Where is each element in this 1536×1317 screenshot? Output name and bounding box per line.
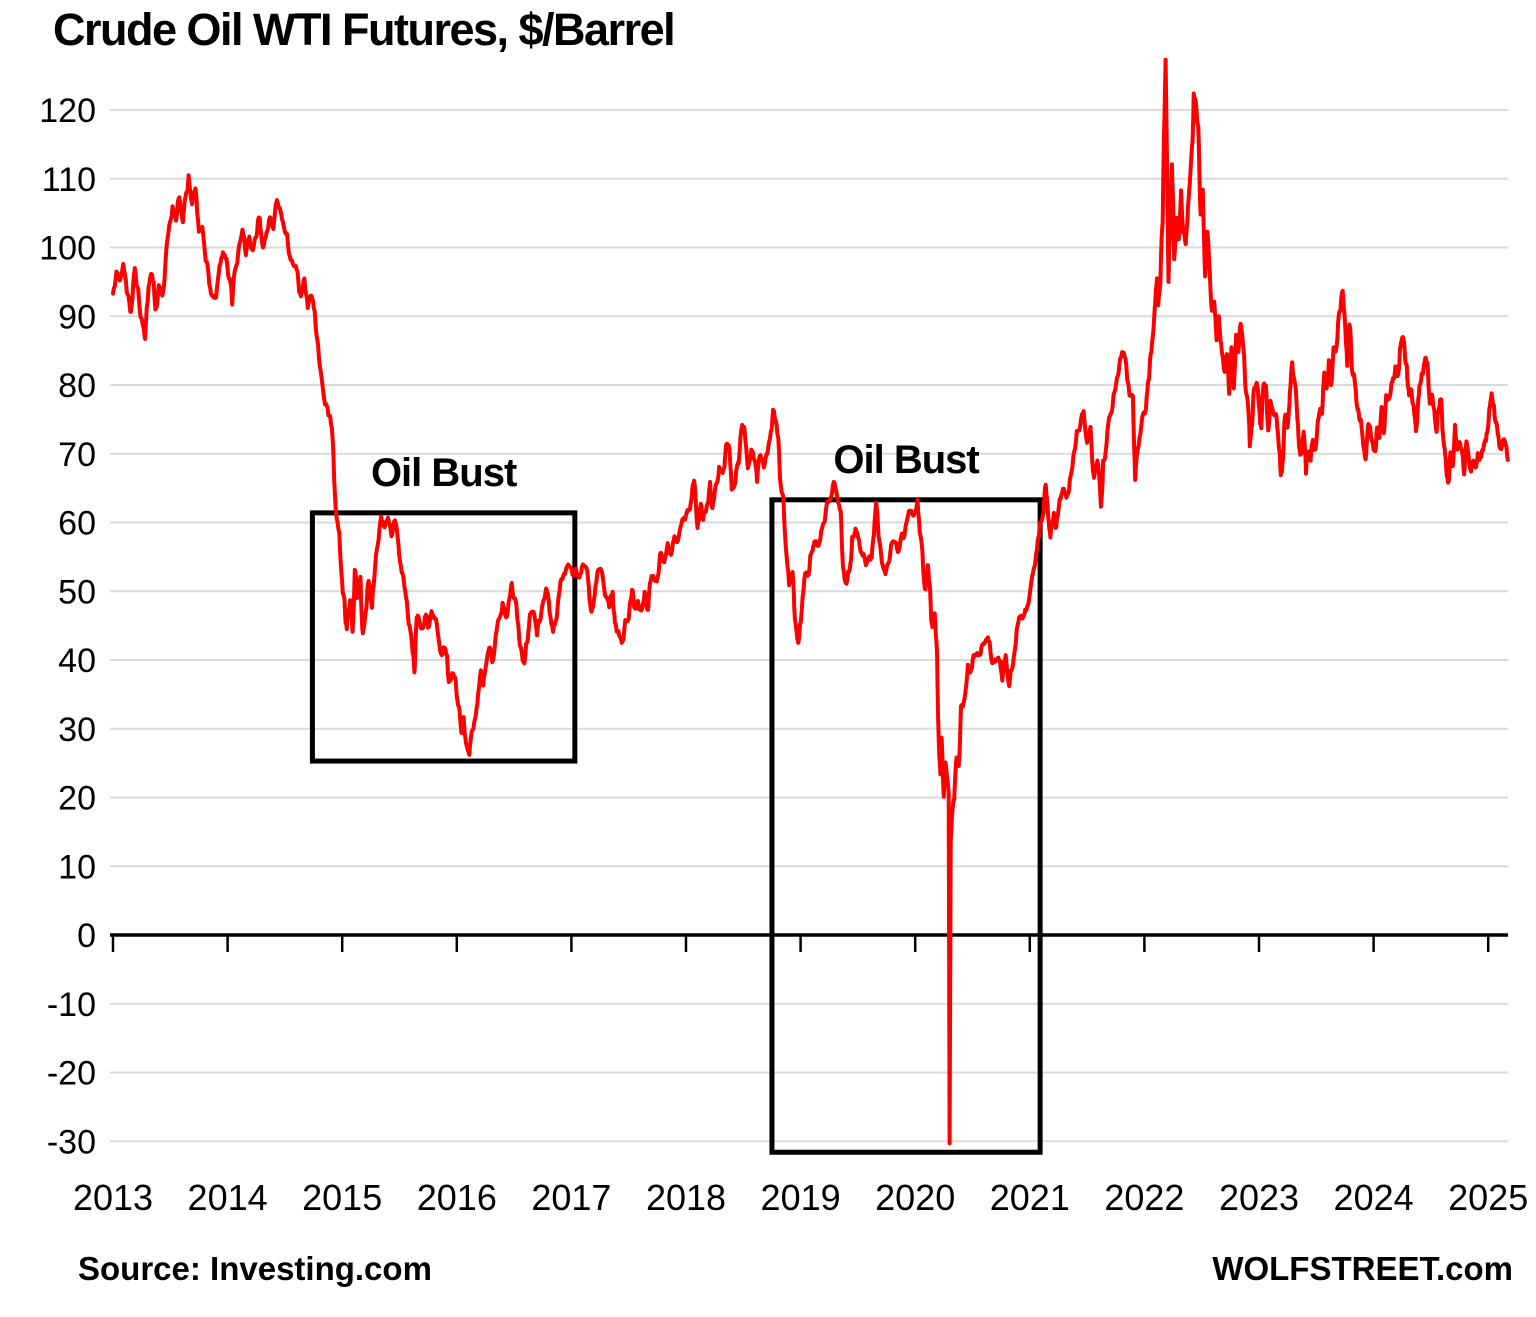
- y-tick-label--20: -20: [47, 1055, 96, 1093]
- y-tick-label-120: 120: [39, 92, 96, 130]
- oil-bust-label-1: Oil Bust: [370, 450, 517, 495]
- y-tick-label-80: 80: [58, 367, 96, 405]
- y-tick-label-110: 110: [42, 161, 96, 199]
- brand-credit: WOLFSTREET.com: [1212, 1250, 1513, 1287]
- y-tick-label-60: 60: [58, 505, 96, 543]
- y-tick-label-70: 70: [58, 436, 96, 474]
- x-tick-label-2022: 2022: [1104, 1177, 1184, 1218]
- price-line: [111, 57, 1510, 1146]
- x-tick-label-2016: 2016: [417, 1177, 497, 1218]
- y-tick-label--30: -30: [47, 1123, 96, 1161]
- y-tick-label-0: 0: [77, 917, 96, 955]
- y-tick-label-20: 20: [58, 780, 96, 818]
- x-tick-label-2014: 2014: [188, 1177, 268, 1218]
- oil-bust-box-2: [769, 497, 1043, 1155]
- y-tick-label-50: 50: [58, 573, 96, 611]
- y-tick-label-100: 100: [39, 230, 96, 268]
- x-tick-label-2021: 2021: [990, 1177, 1070, 1218]
- x-tick-label-2024: 2024: [1334, 1177, 1414, 1218]
- x-tick-label-2020: 2020: [875, 1177, 955, 1218]
- x-tick-label-2017: 2017: [531, 1177, 611, 1218]
- oil-bust-label-2: Oil Bust: [833, 437, 979, 482]
- x-tick-label-2025: 2025: [1448, 1177, 1528, 1218]
- y-tick-label--10: -10: [47, 986, 96, 1024]
- y-tick-label-40: 40: [58, 642, 96, 680]
- x-tick-label-2019: 2019: [761, 1177, 841, 1218]
- x-tick-label-2013: 2013: [73, 1177, 153, 1218]
- x-tick-label-2023: 2023: [1219, 1177, 1299, 1218]
- source-credit: Source: Investing.com: [78, 1250, 432, 1287]
- y-tick-label-30: 30: [58, 711, 96, 749]
- oil-bust-box-1: [309, 510, 578, 764]
- x-tick-label-2015: 2015: [302, 1177, 382, 1218]
- y-tick-label-10: 10: [58, 848, 96, 886]
- y-tick-label-90: 90: [58, 298, 96, 336]
- x-tick-label-2018: 2018: [646, 1177, 726, 1218]
- chart-title: Crude Oil WTI Futures, $/Barrel: [53, 4, 676, 55]
